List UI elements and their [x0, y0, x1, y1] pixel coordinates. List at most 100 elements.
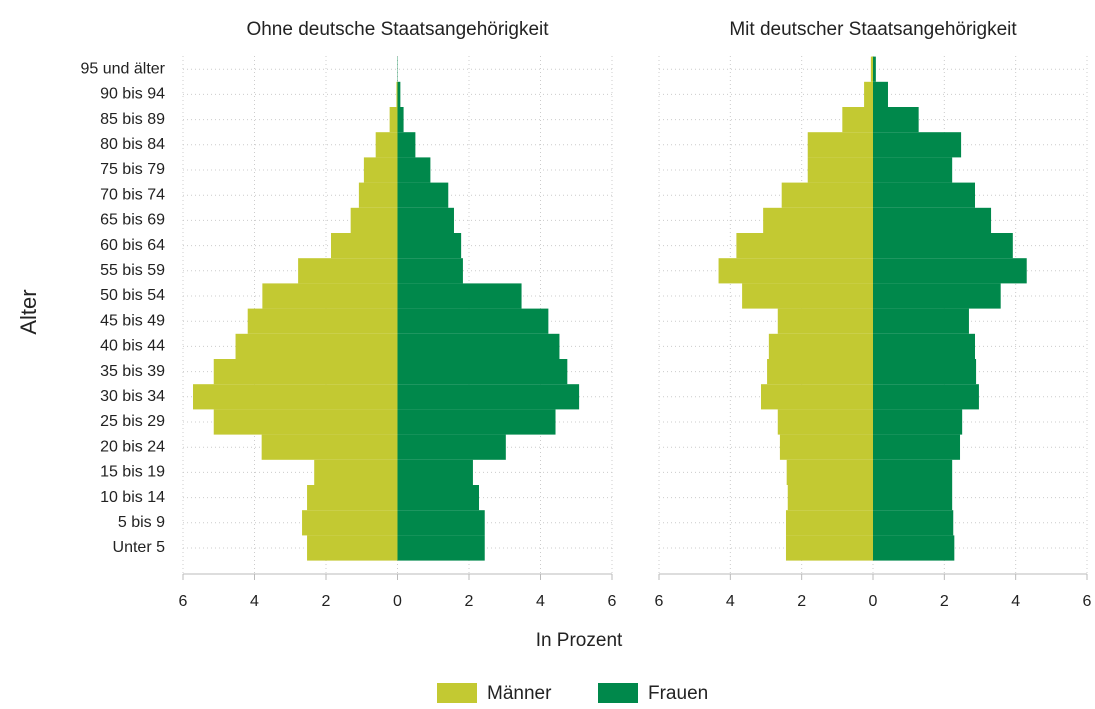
- bar: [302, 510, 397, 535]
- bar: [398, 460, 473, 485]
- bar: [398, 233, 462, 258]
- bar: [314, 460, 397, 485]
- bar: [398, 510, 485, 535]
- bar: [214, 409, 398, 434]
- bar: [193, 384, 397, 409]
- bar: [398, 359, 568, 384]
- y-tick-label: 55 bis 59: [100, 262, 165, 279]
- bar: [873, 309, 969, 334]
- y-tick-label: 95 und älter: [80, 60, 165, 77]
- bar: [873, 157, 952, 182]
- bar: [786, 535, 873, 560]
- legend-label: Männer: [487, 683, 552, 704]
- bar: [398, 107, 404, 132]
- bar: [767, 359, 873, 384]
- bar: [236, 334, 398, 359]
- legend-swatch: [598, 683, 638, 703]
- x-tick-label: 6: [608, 593, 617, 610]
- bar: [719, 258, 873, 283]
- y-tick-label: 35 bis 39: [100, 363, 165, 380]
- bar: [398, 309, 549, 334]
- x-tick-label: 4: [250, 593, 259, 610]
- bar: [873, 510, 953, 535]
- bar: [778, 409, 873, 434]
- bar: [782, 183, 873, 208]
- x-tick-label: 2: [797, 593, 806, 610]
- x-tick-label: 4: [1011, 593, 1020, 610]
- bar: [780, 435, 873, 460]
- bar: [359, 183, 398, 208]
- bar: [873, 57, 876, 82]
- x-tick-label: 0: [869, 593, 878, 610]
- bar: [396, 82, 397, 107]
- bar: [398, 535, 485, 560]
- y-tick-label: 50 bis 54: [100, 287, 165, 304]
- bar: [873, 233, 1013, 258]
- panel-title: Ohne deutsche Staatsangehörigkeit: [246, 19, 549, 40]
- bar: [873, 258, 1027, 283]
- y-tick-label: 10 bis 14: [100, 489, 165, 506]
- y-tick-label: 25 bis 29: [100, 413, 165, 430]
- y-tick-label: 80 bis 84: [100, 136, 165, 153]
- bar: [398, 334, 560, 359]
- bar: [248, 309, 398, 334]
- bar: [307, 485, 397, 510]
- bar: [742, 283, 873, 308]
- y-tick-label: 70 bis 74: [100, 186, 165, 203]
- bar: [873, 132, 961, 157]
- bar: [398, 82, 401, 107]
- bar: [873, 409, 962, 434]
- bar: [398, 208, 454, 233]
- legend-label: Frauen: [648, 683, 708, 704]
- x-axis-label: In Prozent: [536, 630, 623, 651]
- bar: [873, 82, 888, 107]
- bar: [873, 485, 952, 510]
- x-tick-label: 4: [536, 593, 545, 610]
- bar: [214, 359, 398, 384]
- x-tick-label: 2: [465, 593, 474, 610]
- bar: [864, 82, 873, 107]
- bar: [398, 435, 506, 460]
- bar: [873, 107, 919, 132]
- x-tick-label: 6: [655, 593, 664, 610]
- bar: [873, 359, 976, 384]
- bar: [873, 283, 1001, 308]
- x-tick-label: 6: [179, 593, 188, 610]
- bar: [307, 535, 397, 560]
- bar: [873, 384, 979, 409]
- bar: [398, 157, 431, 182]
- bar: [331, 233, 397, 258]
- bar: [873, 208, 991, 233]
- bar: [398, 183, 449, 208]
- bar: [761, 384, 873, 409]
- bar: [873, 183, 975, 208]
- bar: [390, 107, 398, 132]
- y-tick-label: 60 bis 64: [100, 237, 165, 254]
- y-tick-label: 20 bis 24: [100, 438, 165, 455]
- bar: [873, 334, 975, 359]
- bar: [873, 535, 954, 560]
- bar: [298, 258, 397, 283]
- legend-swatch: [437, 683, 477, 703]
- y-tick-label: 90 bis 94: [100, 86, 165, 103]
- bar: [873, 460, 952, 485]
- y-tick-label: 15 bis 19: [100, 464, 165, 481]
- bar: [787, 460, 873, 485]
- bar: [808, 157, 873, 182]
- x-tick-label: 2: [322, 593, 331, 610]
- bar: [769, 334, 873, 359]
- y-tick-label: Unter 5: [113, 539, 166, 556]
- bar: [398, 258, 463, 283]
- bar: [842, 107, 873, 132]
- bar: [808, 132, 873, 157]
- y-tick-label: 40 bis 44: [100, 338, 165, 355]
- bar: [763, 208, 873, 233]
- bar: [736, 233, 873, 258]
- y-axis-label: Alter: [16, 289, 41, 334]
- panel-title: Mit deutscher Staatsangehörigkeit: [729, 19, 1017, 40]
- bar: [398, 409, 556, 434]
- x-tick-label: 4: [726, 593, 735, 610]
- bar: [262, 435, 398, 460]
- x-tick-label: 6: [1083, 593, 1092, 610]
- y-tick-label: 45 bis 49: [100, 312, 165, 329]
